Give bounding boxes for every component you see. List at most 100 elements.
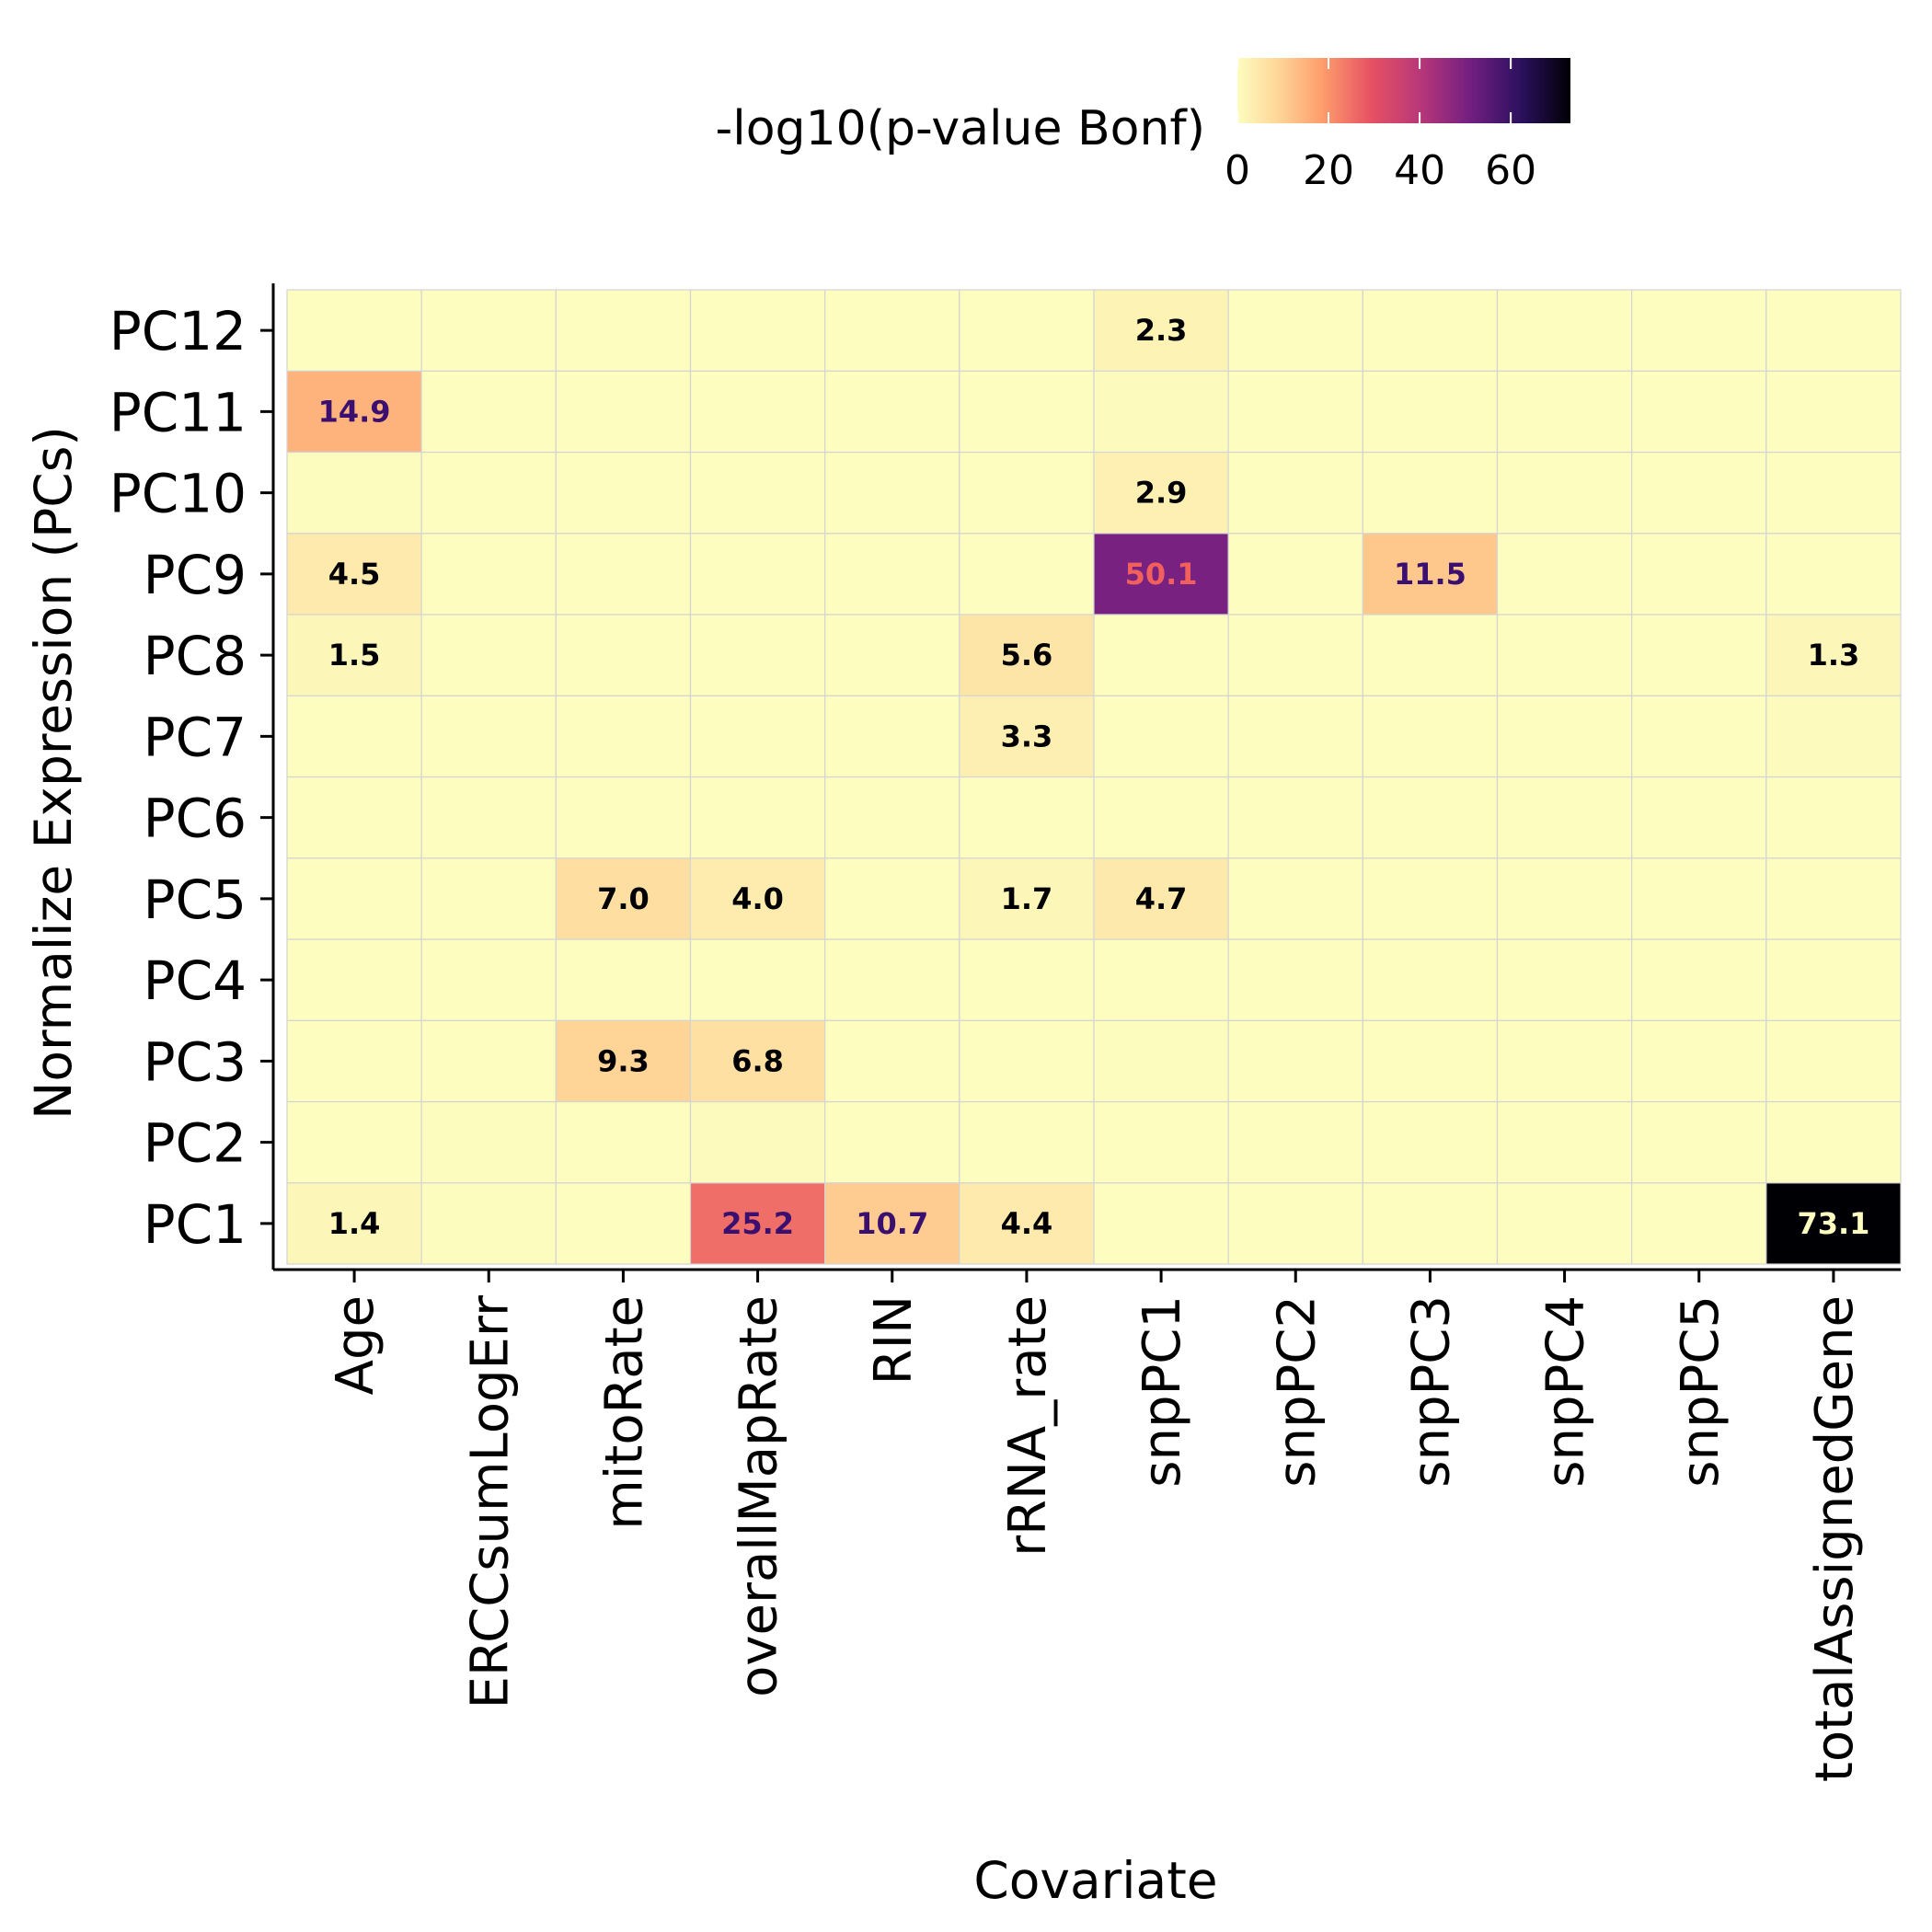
heatmap-cell xyxy=(555,451,692,535)
y-tick-label: PC4 xyxy=(144,949,247,1012)
heatmap-cell xyxy=(1362,1019,1499,1103)
heatmap-cell xyxy=(689,451,826,535)
heatmap-cell xyxy=(1362,1100,1499,1184)
heatmap-cell xyxy=(1631,370,1767,454)
colorbar-tick-label: 20 xyxy=(1303,147,1354,194)
y-tick-label: PC1 xyxy=(144,1193,247,1256)
heatmap-cell xyxy=(1496,857,1633,940)
heatmap-cell xyxy=(824,289,960,372)
heatmap-cell xyxy=(1765,1019,1902,1103)
heatmap-cell xyxy=(1631,776,1767,859)
heatmap-cell xyxy=(420,1182,557,1265)
cell-value-label: 6.8 xyxy=(731,1043,784,1078)
heatmap-cell xyxy=(420,289,557,372)
heatmap-cell xyxy=(959,1019,1095,1103)
heatmap-cell xyxy=(286,451,422,535)
heatmap-cell xyxy=(1765,370,1902,454)
y-tick-label: PC12 xyxy=(109,300,247,362)
cell-value-label: 50.1 xyxy=(1125,557,1198,592)
heatmap-cell xyxy=(555,614,692,696)
heatmap-cell xyxy=(1496,1182,1633,1265)
heatmap-cell xyxy=(959,533,1095,615)
heatmap-cell xyxy=(1227,1182,1363,1265)
heatmap-cell xyxy=(689,370,826,454)
heatmap-cell xyxy=(824,776,960,859)
heatmap-cell xyxy=(1227,857,1363,940)
heatmap-cell xyxy=(824,1182,960,1265)
heatmap-cell xyxy=(1362,695,1499,778)
heatmap-cell xyxy=(420,451,557,535)
heatmap-cell xyxy=(689,614,826,696)
heatmap-cell xyxy=(286,370,422,454)
colorbar-legend: -log10(p-value Bonf) 0 20 40 60 xyxy=(716,58,1570,194)
heatmap-cell xyxy=(1362,451,1499,535)
cell-value-label: 1.5 xyxy=(328,638,381,673)
x-tick-label: snpPC3 xyxy=(1401,1295,1461,1488)
cell-value-label: 9.3 xyxy=(597,1043,650,1078)
colorbar-title: -log10(p-value Bonf) xyxy=(716,101,1205,156)
heatmap-cell xyxy=(1765,938,1902,1021)
heatmap-cell xyxy=(959,776,1095,859)
heatmap-cell xyxy=(420,1100,557,1184)
heatmap-cell xyxy=(1631,1019,1767,1103)
heatmap-cell xyxy=(824,451,960,535)
heatmap-cell xyxy=(1227,695,1363,778)
y-tick-label: PC5 xyxy=(144,868,247,931)
heatmap-cell xyxy=(1631,451,1767,535)
heatmap-cell xyxy=(1362,533,1499,615)
y-tick-label: PC3 xyxy=(144,1030,247,1093)
cell-value-label: 11.5 xyxy=(1394,557,1466,592)
heatmap-cell xyxy=(1496,1100,1633,1184)
heatmap-cell xyxy=(959,938,1095,1021)
heatmap-cell xyxy=(1765,695,1902,778)
heatmap-cell xyxy=(286,776,422,859)
heatmap-cell xyxy=(286,938,422,1021)
heatmap-cell xyxy=(1765,857,1902,940)
heatmap-cell xyxy=(420,938,557,1021)
colorbar-gradient xyxy=(1237,58,1570,123)
heatmap-cell xyxy=(1496,695,1633,778)
heatmap-cell xyxy=(420,533,557,615)
heatmap-cell xyxy=(689,695,826,778)
heatmap-cell xyxy=(1362,938,1499,1021)
cell-value-label: 1.3 xyxy=(1808,638,1860,673)
colorbar-tick-label: 40 xyxy=(1394,147,1445,194)
heatmap-cell xyxy=(824,1100,960,1184)
cell-value-label: 1.7 xyxy=(1001,881,1053,916)
heatmap-cell xyxy=(824,857,960,940)
heatmap-cell xyxy=(1227,1100,1363,1184)
x-tick-label: rRNA_rate xyxy=(998,1295,1058,1557)
heatmap-cell xyxy=(1631,614,1767,696)
heatmap-cell xyxy=(1496,370,1633,454)
heatmap-cell-labels: 1.4 25.2 10.7 4.4 73.1 9.3 6.8 7.0 4.0 1.7 4.7 3.3 1… xyxy=(318,313,1870,1241)
heatmap-cell xyxy=(286,1100,422,1184)
heatmap-cell xyxy=(1093,776,1229,859)
heatmap-cell xyxy=(1765,776,1902,859)
cell-value-label: 4.7 xyxy=(1135,881,1188,916)
heatmap-cell xyxy=(555,370,692,454)
heatmap-cell xyxy=(1227,289,1363,372)
heatmap-cell xyxy=(286,289,422,372)
heatmap-cell xyxy=(1093,289,1229,372)
colorbar-tick-label: 60 xyxy=(1485,147,1536,194)
heatmap-cell xyxy=(1631,857,1767,940)
heatmap-cell xyxy=(1765,451,1902,535)
heatmap-cell xyxy=(689,533,826,615)
cell-value-label: 73.1 xyxy=(1797,1206,1869,1241)
x-tick-label: totalAssignedGene xyxy=(1805,1295,1865,1782)
heatmap-cell xyxy=(1362,370,1499,454)
heatmap-cell xyxy=(420,695,557,778)
heatmap-cell xyxy=(1496,938,1633,1021)
heatmap-cell xyxy=(420,370,557,454)
heatmap-cell xyxy=(1362,289,1499,372)
heatmap-cell xyxy=(959,451,1095,535)
heatmap-cell xyxy=(1496,451,1633,535)
heatmap-cell xyxy=(555,938,692,1021)
heatmap-cell xyxy=(1093,857,1229,940)
heatmap-cell xyxy=(1362,614,1499,696)
heatmap-cell xyxy=(1496,1019,1633,1103)
heatmap-cell xyxy=(1362,857,1499,940)
cell-value-label: 5.6 xyxy=(1001,638,1053,673)
heatmap-cell xyxy=(420,857,557,940)
